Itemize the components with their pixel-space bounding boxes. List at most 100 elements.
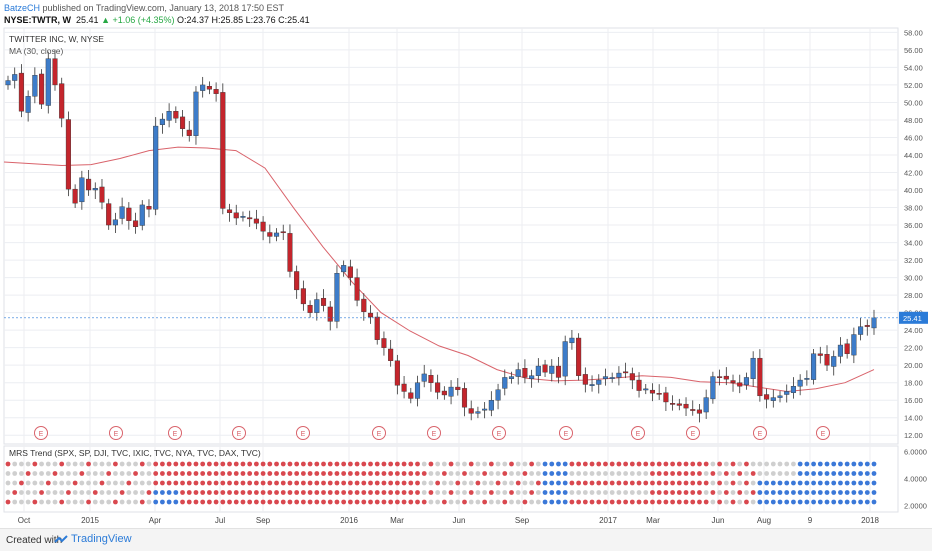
trend-dot [173, 490, 179, 495]
trend-dots [5, 461, 877, 505]
y-tick-label: 28.00 [904, 291, 923, 300]
trend-dot [321, 490, 326, 495]
y-tick-label: 54.00 [904, 63, 923, 72]
trend-dot [139, 480, 145, 486]
price-change: ▲ +1.06 (+4.35%) [101, 15, 175, 25]
trend-dot [851, 499, 857, 505]
trend-dot [180, 480, 185, 486]
trend-dot [542, 490, 548, 495]
trend-dot [589, 490, 595, 495]
trend-dot [435, 471, 441, 476]
trend-dot [294, 490, 300, 495]
trend-dot [166, 490, 172, 495]
earnings-label: E [114, 431, 119, 438]
trend-dot [529, 490, 535, 495]
trend-dot [200, 471, 206, 476]
trend-dot [455, 480, 461, 486]
trend-dot [314, 480, 320, 486]
trend-dot [247, 490, 253, 495]
y-tick-label: 12.00 [904, 431, 923, 440]
trend-dot [5, 490, 11, 495]
trend-dot [79, 480, 85, 486]
trend-dot [723, 490, 729, 495]
candle-body [388, 348, 394, 361]
trend-dot [59, 461, 65, 467]
trend-dot [19, 490, 24, 495]
trend-dot [321, 499, 326, 505]
trend-dot [851, 490, 857, 495]
candle-body [253, 218, 259, 224]
trend-dot [341, 490, 347, 495]
candle-body [401, 383, 407, 392]
earnings-label: E [758, 431, 763, 438]
trend-dot [160, 480, 165, 486]
tradingview-brand[interactable]: TradingView [54, 533, 132, 545]
trend-dot [394, 490, 400, 495]
earnings-marker [686, 426, 700, 440]
trend-dot [200, 461, 206, 467]
publish-info: BatzeCH published on TradingView.com, Ja… [4, 3, 284, 13]
candle-body [86, 178, 92, 191]
trend-dot [39, 490, 44, 495]
trend-dot [750, 461, 756, 467]
trend-dot [59, 490, 65, 495]
trend-dot [79, 461, 85, 467]
trend-dot [186, 490, 192, 495]
publisher-name[interactable]: BatzeCH [4, 3, 41, 13]
trend-dot [569, 471, 575, 476]
candle-body [461, 388, 468, 408]
trend-dot [334, 471, 340, 476]
trend-dot [844, 461, 850, 467]
trend-dot [730, 461, 736, 467]
trend-dot [327, 471, 333, 476]
trend-dot [670, 471, 676, 476]
trend-dot [864, 461, 870, 467]
trend-dot [535, 499, 541, 505]
trend-dot [274, 480, 279, 486]
candle-body [811, 353, 817, 380]
trend-dot [723, 499, 729, 505]
candle-body [233, 212, 239, 219]
trend-dot [737, 471, 743, 476]
trend-dot [777, 490, 783, 495]
trend-dot [676, 499, 682, 505]
trend-dot [19, 471, 24, 476]
trend-dot [650, 461, 655, 467]
trend-dot [119, 499, 125, 505]
candle-body [247, 217, 253, 220]
trend-dot [45, 471, 51, 476]
trend-dot [280, 471, 286, 476]
earnings-marker [559, 426, 573, 440]
trend-dot [32, 499, 38, 505]
trend-dot [193, 490, 199, 495]
symbol-label: NYSE:TWTR, W [4, 15, 71, 25]
candle-body [374, 316, 380, 340]
trend-dot [25, 461, 31, 467]
trend-dot [623, 499, 629, 505]
trend-dot [153, 480, 159, 486]
trend-dot [831, 461, 837, 467]
trend-dot [267, 461, 273, 467]
earnings-marker [232, 426, 246, 440]
trend-dot [529, 471, 535, 476]
trend-dot [19, 461, 24, 467]
trend-dot [307, 480, 313, 486]
chart-area[interactable]: E E E E E E E E E E E E E 12.00 14.00 16.00 18.00 20.00 2… [0, 0, 932, 528]
trend-dot [569, 490, 575, 495]
trend-dot [193, 499, 199, 505]
trend-dot [676, 490, 682, 495]
trend-dot [99, 499, 105, 505]
trend-dot [428, 499, 434, 505]
trend-dot [267, 471, 273, 476]
trend-dot [206, 480, 212, 486]
trend-dot [717, 461, 722, 467]
y-tick-label: 24.00 [904, 326, 923, 335]
trend-dot [683, 480, 689, 486]
trend-dot [153, 471, 159, 476]
trend-dot [408, 499, 414, 505]
trend-dot [562, 490, 568, 495]
trend-dot [556, 471, 561, 476]
trend-dot [804, 480, 810, 486]
trend-dot [629, 490, 635, 495]
trend-dot [764, 461, 769, 467]
